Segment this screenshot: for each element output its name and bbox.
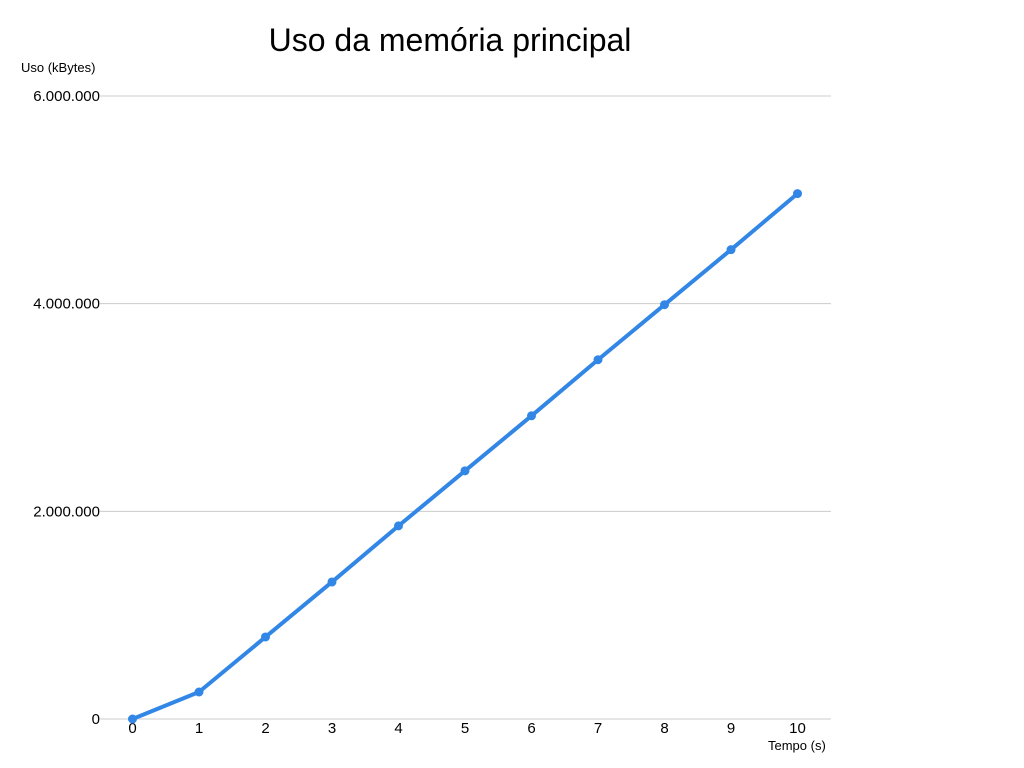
series-line bbox=[130, 191, 800, 721]
data-point bbox=[327, 577, 337, 587]
x-tick-label: 7 bbox=[594, 720, 602, 737]
data-point bbox=[460, 466, 470, 476]
x-tick-label: 9 bbox=[727, 720, 735, 737]
x-tick-label: 3 bbox=[328, 720, 336, 737]
data-point bbox=[261, 632, 270, 642]
data-point bbox=[660, 300, 669, 310]
data-point bbox=[527, 411, 536, 421]
gridlines bbox=[100, 95, 831, 720]
x-tick-label: 4 bbox=[394, 720, 402, 737]
y-tick-label: 0 bbox=[92, 711, 100, 728]
y-axis-label: Uso (kBytes) bbox=[21, 60, 96, 75]
data-point bbox=[793, 189, 802, 199]
x-axis-label: Tempo (s) bbox=[768, 738, 826, 753]
data-point bbox=[726, 245, 736, 255]
series-group bbox=[128, 189, 802, 724]
y-tick-label: 4.000.000 bbox=[33, 296, 100, 313]
chart-title: Uso da memória principal bbox=[268, 22, 632, 58]
x-tick-label: 0 bbox=[128, 720, 136, 737]
y-tick-label: 6.000.000 bbox=[33, 88, 100, 105]
data-point bbox=[593, 355, 603, 365]
data-point bbox=[194, 687, 204, 697]
x-tick-label: 10 bbox=[789, 720, 806, 737]
x-tick-labels: 0 1 2 3 4 5 6 7 8 9 10 bbox=[128, 720, 806, 737]
x-tick-label: 1 bbox=[195, 720, 203, 737]
x-tick-label: 8 bbox=[660, 720, 668, 737]
data-point bbox=[128, 714, 137, 724]
y-tick-label: 2.000.000 bbox=[33, 503, 100, 520]
y-tick-labels: 0 2.000.000 4.000.000 6.000.000 bbox=[33, 88, 100, 728]
data-point bbox=[394, 521, 403, 531]
x-tick-label: 6 bbox=[527, 720, 535, 737]
x-tick-label: 5 bbox=[461, 720, 469, 737]
x-tick-label: 2 bbox=[261, 720, 269, 737]
